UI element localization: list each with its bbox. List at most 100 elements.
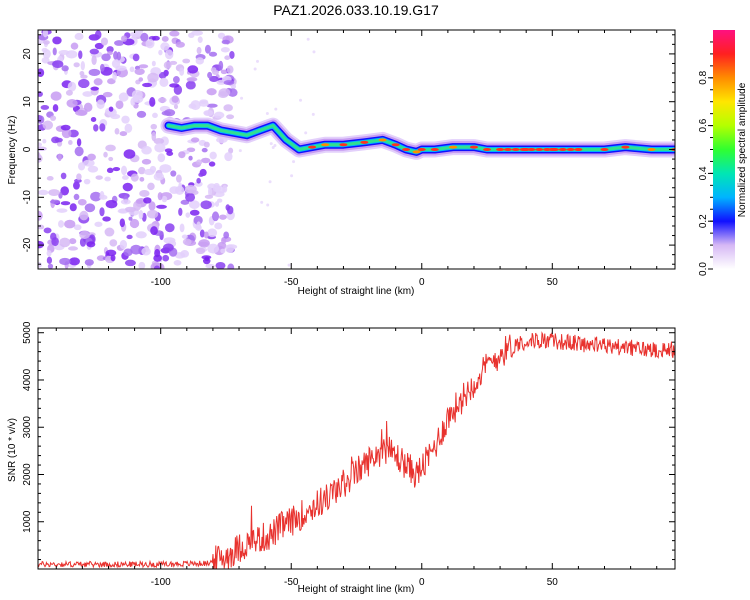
noise-blob [108,156,114,162]
noise-blob [173,104,179,110]
noise-blob [69,238,77,245]
noise-blob [136,199,143,204]
noise-blob [221,237,227,244]
noise-blob [122,182,133,192]
noise-blob [169,30,180,37]
frequency-track-peak [391,143,400,147]
noise-blob [96,99,105,110]
noise-blob [77,198,87,206]
noise-blob [49,199,61,204]
noise-blob [76,173,82,181]
noise-blob [201,157,211,164]
noise-blob [118,92,129,102]
noise-blob [40,105,50,110]
noise-blob [75,109,88,116]
noise-blob [94,42,104,50]
noise-blob [58,49,70,55]
noise-blob [153,172,165,181]
noise-blob [141,145,152,155]
noise-blob [179,67,185,76]
noise-blob [225,244,235,253]
noise-blob [180,249,189,258]
frequency-track-peak [496,148,505,151]
noise-blob [175,174,182,183]
noise-blob [150,226,158,236]
colorbar-tick-label: 0.0 [698,262,709,276]
noise-blob [173,260,182,266]
noise-blob [196,46,202,55]
noise-blob [69,203,77,212]
noise-blob [162,254,170,262]
noise-blob [214,222,223,230]
noise-blob [119,218,126,228]
frequency-track-peak [378,138,387,142]
frequency-track-peak [412,150,421,154]
noise-blob [102,91,113,98]
noise-blob [190,137,200,143]
noise-blob [229,50,235,59]
noise-blob [143,197,152,204]
noise-blob [142,82,153,88]
noise-blob [223,104,233,112]
noise-blob [140,32,149,42]
noise-blob [221,39,230,45]
frequency-track [160,117,675,160]
snr-xtick-label: 0 [419,577,425,588]
spectrogram-ytick-label: 20 [22,48,33,60]
noise-blob [47,263,54,269]
noise-blob [79,230,90,239]
noise-blob [203,109,214,117]
frequency-track-peak [550,148,559,151]
frequency-track-peak [430,148,439,151]
noise-blob [54,137,63,143]
noise-blob [312,50,316,54]
noise-blob [134,68,145,75]
noise-blob [80,60,85,71]
noise-blob [218,60,224,71]
frequency-track-peak [360,140,369,144]
noise-blob [227,263,235,269]
noise-blob [42,30,49,38]
noise-blob [59,237,71,248]
noise-blob [38,68,45,77]
noise-blob [266,203,270,207]
noise-blob [50,91,62,101]
noise-blob [110,254,116,262]
noise-blob [141,247,151,256]
frequency-track-peak [647,148,656,151]
noise-blob [59,257,71,266]
snr-xlabel: Height of straight line (km) [298,584,415,595]
noise-blob [103,151,108,158]
noise-blob [161,110,171,116]
noise-blob [64,219,76,229]
noise-blob [224,152,233,162]
noise-blob [148,201,156,211]
noise-blob [90,86,99,91]
frequency-track-peak [574,148,583,151]
noise-blob [119,208,126,214]
noise-blob [265,112,269,116]
noise-blob [173,76,180,84]
noise-blob [199,229,205,238]
noise-blob [141,158,152,165]
noise-blob [194,181,203,187]
spectrogram-ytick-label: -10 [22,190,33,205]
noise-blob [160,136,169,146]
snr-xtick-label: -100 [151,577,171,588]
spectrogram-xtick-label: 0 [419,277,425,288]
noise-blob [82,159,95,167]
noise-blob [208,161,216,167]
noise-blob [126,234,133,240]
noise-blob [96,255,106,262]
noise-blob [220,47,230,53]
noise-blob [138,77,144,82]
noise-blob [73,193,80,201]
noise-blob [169,186,180,194]
noise-blob [74,146,84,157]
spectrogram-xlabel: Height of straight line (km) [298,286,415,297]
noise-blob [38,210,43,221]
noise-blob [106,46,114,53]
noise-blob [223,231,230,239]
noise-blob [311,112,315,116]
